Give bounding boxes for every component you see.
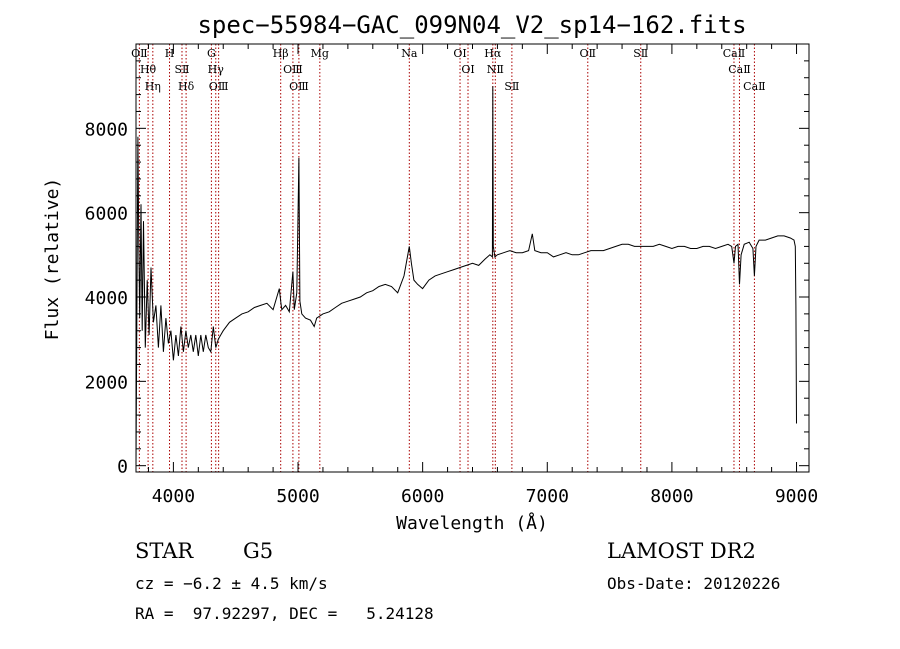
line-label: Na: [401, 47, 418, 60]
redshift-cz: cz = −6.2 ± 4.5 km/s: [135, 574, 328, 593]
plot-frame: [135, 43, 810, 473]
line-label: Hθ: [140, 63, 157, 76]
line-label: NⅡ: [487, 63, 504, 76]
survey-name: LAMOST DR2: [607, 539, 756, 563]
line-label: OⅢ: [289, 80, 309, 93]
y-axis-label: Flux (relative): [42, 178, 63, 341]
x-tick-label: 6000: [401, 486, 444, 507]
line-label: G: [207, 47, 216, 60]
line-label: Hδ: [178, 80, 195, 93]
line-label: SⅡ: [633, 47, 648, 60]
line-label: CaⅡ: [743, 80, 765, 93]
x-axis-label: Wavelength (Å): [396, 512, 548, 534]
line-label: OⅠ: [453, 47, 466, 60]
y-axis-ticks: 0 2000 4000 6000 8000: [85, 43, 809, 478]
line-label: SⅡ: [174, 63, 189, 76]
y-tick-label: 8000: [85, 119, 128, 140]
coordinates: RA = 97.92297, DEC = 5.24128: [135, 604, 434, 623]
line-label: CaⅡ: [723, 47, 745, 60]
line-label: Hη: [145, 80, 161, 93]
line-label: OⅠ: [461, 63, 474, 76]
line-label: OⅡ: [580, 47, 597, 60]
y-tick-label: 0: [117, 457, 128, 478]
x-tick-label: 8000: [650, 486, 693, 507]
line-label: Hα: [484, 47, 502, 60]
x-axis-ticks: 4000 5000 6000 7000 8000 9000: [147, 44, 818, 507]
line-markers: [138, 44, 755, 472]
line-label: OⅢ: [283, 63, 303, 76]
line-label: CaⅡ: [728, 63, 750, 76]
spectral-subclass: G5: [243, 539, 274, 563]
x-tick-label: 4000: [152, 486, 195, 507]
line-label: OⅡ: [131, 47, 148, 60]
observation-date: Obs-Date: 20120226: [607, 574, 781, 593]
line-label: Mg: [311, 47, 329, 60]
y-tick-label: 4000: [85, 288, 128, 309]
line-label: H: [165, 47, 175, 60]
y-tick-label: 6000: [85, 204, 128, 225]
line-label: SⅡ: [504, 80, 519, 93]
x-tick-label: 7000: [526, 486, 569, 507]
line-label: Hγ: [208, 63, 225, 76]
object-type: STAR: [135, 539, 194, 563]
chart-title: spec−55984−GAC_099N04_V2_sp14−162.fits: [197, 11, 746, 39]
spectrum-line: [135, 86, 797, 466]
y-tick-label: 2000: [85, 372, 128, 393]
line-label: Hβ: [273, 47, 289, 60]
x-tick-label: 5000: [276, 486, 319, 507]
x-tick-label: 9000: [775, 486, 818, 507]
line-label: OⅢ: [209, 80, 229, 93]
